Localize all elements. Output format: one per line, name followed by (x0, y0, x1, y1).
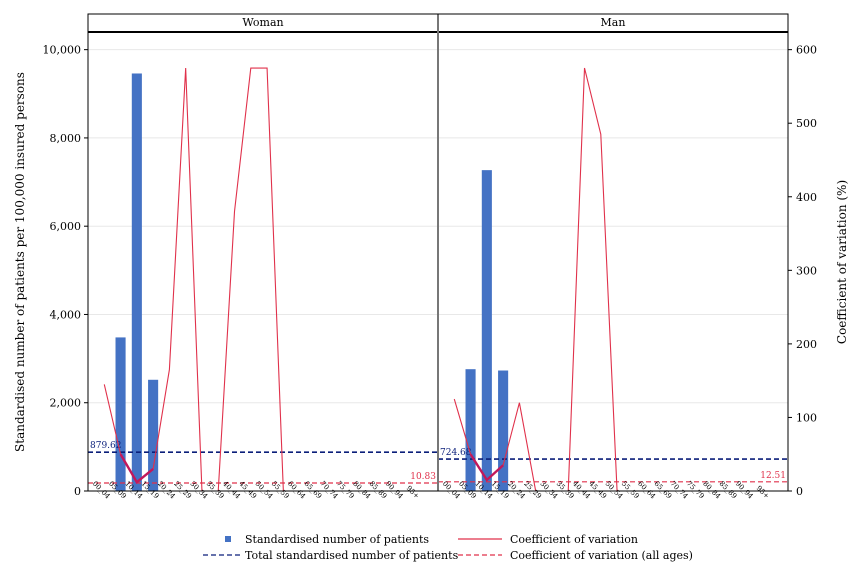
y-right-tick-label-5: 500 (796, 117, 817, 130)
y-left-axis-title: Standardised number of patients per 100,… (13, 72, 27, 452)
right-axis-title-group: Coefficient of variation (%) (835, 180, 849, 344)
cv-all-label-1: 12.51 (760, 471, 786, 481)
bar-1-3 (498, 370, 509, 491)
y-right-tick-label-1: 100 (796, 411, 817, 424)
panel-title-1: Man (601, 16, 626, 29)
legend-swatch-patients (225, 536, 231, 542)
total-label-0: 879.62 (90, 441, 122, 451)
legend-label-cv: Coefficient of variation (510, 533, 638, 546)
y-left-tick-label-5: 10,000 (43, 44, 82, 57)
bar-0-2 (131, 73, 142, 491)
y-left-tick-label-2: 4,000 (50, 308, 82, 321)
cv-emphasis-1 (469, 453, 504, 482)
y-left-tick-label-4: 8,000 (50, 132, 82, 145)
y-left-tick-label-3: 6,000 (50, 220, 82, 233)
panel-title-0: Woman (242, 16, 283, 29)
y-right-tick-label-0: 0 (796, 485, 803, 498)
y-right-tick-label-6: 600 (796, 44, 817, 57)
y-right-tick-label-3: 300 (796, 264, 817, 277)
bar-0-3 (148, 379, 159, 491)
y-right-tick-label-2: 200 (796, 338, 817, 351)
bar-0-1 (115, 337, 126, 491)
legend-label-total: Total standardised number of patients (245, 549, 459, 562)
plot-area: Woman879.6210.8300_0405_0910_1415_1920_2… (43, 13, 817, 501)
total-label-1: 724.68 (440, 448, 472, 458)
legend-label-patients: Standardised number of patients (245, 533, 429, 546)
y-left-tick-label-0: 0 (74, 485, 81, 498)
plot-frame (87, 13, 789, 492)
left-axis-title-group: Standardised number of patients per 100,… (13, 72, 27, 452)
legend: Standardised number of patients Coeffici… (203, 533, 693, 562)
y-right-tick-label-4: 400 (796, 191, 817, 204)
y-left-tick-label-1: 2,000 (50, 397, 82, 410)
bar-1-1 (465, 369, 476, 491)
cv-all-label-0: 10.83 (410, 472, 436, 482)
legend-label-cv-all: Coefficient of variation (all ages) (510, 549, 693, 562)
y-right-axis-title: Coefficient of variation (%) (835, 180, 849, 344)
cv-emphasis-0 (119, 453, 154, 484)
bar-1-2 (481, 170, 492, 491)
